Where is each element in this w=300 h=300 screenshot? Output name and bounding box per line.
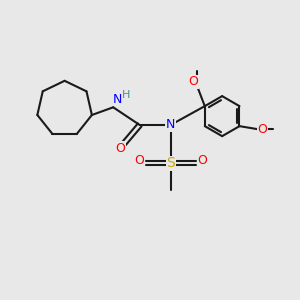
Text: S: S <box>166 156 175 170</box>
Text: O: O <box>134 154 144 167</box>
Text: N: N <box>166 118 175 131</box>
Text: N: N <box>112 93 122 106</box>
Text: H: H <box>122 90 130 100</box>
Text: O: O <box>257 123 267 136</box>
Text: O: O <box>197 154 207 167</box>
Text: O: O <box>115 142 125 155</box>
Text: O: O <box>189 76 199 88</box>
